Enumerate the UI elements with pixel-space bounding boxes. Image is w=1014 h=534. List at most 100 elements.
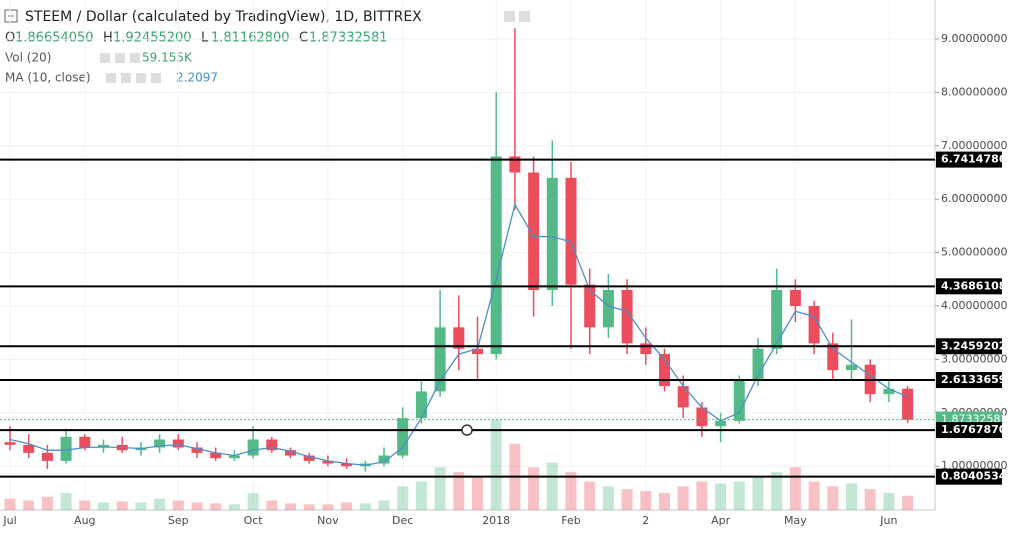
x-tick-label: Jul [2,514,16,527]
ohlc-value: 1.92455200 [113,31,192,46]
settings-icon[interactable] [519,11,530,22]
y-tick-label: 7.00000000 [941,139,1007,152]
candle-body [472,348,483,355]
candle-body [902,388,914,420]
volume-bar [602,486,614,510]
candle-body [546,177,558,290]
indicator-icon[interactable] [136,73,146,83]
x-tick-label: Aug [74,514,95,527]
indicator-icon[interactable] [130,53,140,63]
indicator-icon[interactable] [106,73,116,83]
volume-bar [640,491,652,510]
chart-title: STEEM / Dollar (calculated by TradingVie… [25,9,422,25]
header: STEEM / Dollar (calculated by TradingVie… [4,9,530,85]
level-label: 3.24592020 [941,339,1014,352]
volume-bar [677,486,689,510]
x-tick-label: 2 [642,514,649,527]
candle-body [846,364,857,371]
y-tick-label: 4.00000000 [941,299,1007,312]
candle-body [509,156,521,173]
ohlc-value: 1.86654050 [15,31,94,46]
volume-bar [98,502,109,510]
x-tick-label: Apr [711,514,731,527]
candle-body [4,442,16,445]
settings-icon[interactable] [504,11,515,22]
volume-bar [565,472,577,510]
volume-bar [752,476,764,510]
ohlc-value: 1.81162800 [211,31,290,46]
candle-body [210,452,222,459]
candle-body [228,455,240,459]
volume-bar [135,502,147,510]
volume-bar [41,496,53,510]
volume-bar [4,498,16,510]
candle-body [453,327,465,349]
y-tick-label: 9.00000000 [941,32,1007,45]
indicator-icon[interactable] [121,73,131,83]
level-label: 4.36861082 [941,279,1014,292]
level-box [936,338,1002,355]
candle-body [172,439,184,448]
indicator-icon[interactable] [151,73,161,83]
volume-bar [621,489,633,510]
candle-body [565,177,577,285]
volume-bar [528,467,540,510]
ma-line [9,202,908,466]
indicator-icon[interactable] [115,53,125,63]
ma-name: MA (10, close) [5,71,91,85]
candle-body [303,455,315,461]
candle-body [191,447,203,453]
candle-body [640,343,652,355]
candle-body [808,306,820,344]
candle-body [771,289,783,349]
candle-body [434,327,446,392]
volume-bar [808,481,820,510]
volume-bar [378,500,390,510]
volume-bar [60,492,72,510]
volume-bar [789,467,801,510]
indicator-icon[interactable] [100,53,110,63]
x-tick-label: May [784,514,807,527]
candle-body [528,172,540,290]
collapse-icon[interactable] [4,9,18,23]
candle-body [752,348,764,381]
candle-body [715,420,727,427]
volume-bar [546,462,558,510]
candle-body [827,343,839,371]
candle-body [602,289,614,328]
volume-bar [434,467,446,510]
volume-bar [715,483,727,510]
volume-bar [172,500,184,510]
level-box [936,422,1002,439]
x-tick-label: Feb [561,514,580,527]
candle-body [154,439,166,448]
x-tick-label: Oct [244,514,264,527]
volume-bar [846,483,857,510]
ohlc-value: 1.87332581 [309,31,388,46]
volume-bar [733,481,745,510]
level-handle[interactable] [461,424,473,436]
candle-body [733,380,745,421]
candle-body [378,455,390,464]
level-label: 0.80405348 [941,470,1014,483]
volume-bar [23,500,35,510]
candle-body [79,436,91,448]
volume-bar [247,492,259,510]
x-tick-label: Sep [168,514,189,527]
x-tick-label: Nov [317,514,339,527]
candle-body [415,391,427,419]
volume-bar [864,489,876,510]
volume-bar [116,501,128,510]
volume-bar [415,481,427,510]
candle-body [397,418,409,456]
vol-name: Vol (20) [5,51,51,65]
volume-bar [453,472,465,510]
level-box [936,278,1002,295]
candle-body [266,439,278,451]
volume-bar [359,503,371,510]
volume-bar [210,503,222,510]
y-tick-label: 5.00000000 [941,246,1007,259]
candle-body [341,463,353,467]
volume-bar [771,472,783,510]
